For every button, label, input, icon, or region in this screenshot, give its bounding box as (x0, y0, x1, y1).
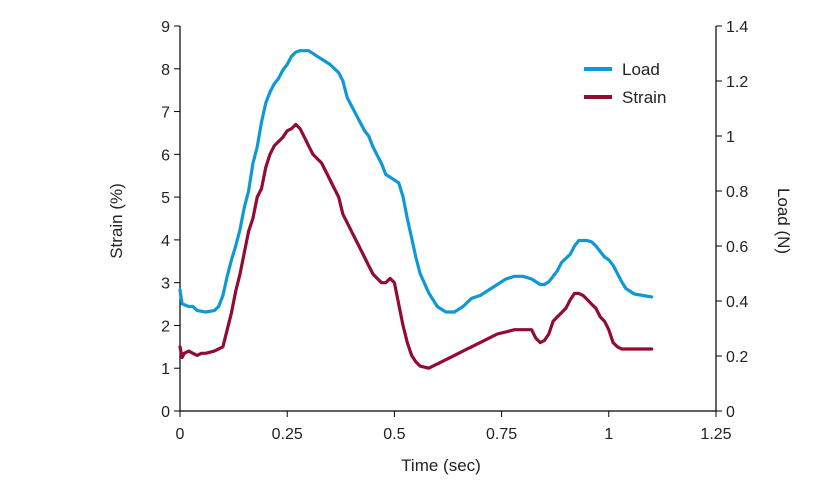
x-tick-label: 0.75 (486, 426, 517, 443)
x-tick-label: 1.25 (700, 426, 731, 443)
legend-label-strain: Strain (622, 88, 666, 107)
y-right-tick-label: 0.8 (726, 184, 748, 201)
left-y-axis-title: Strain (%) (107, 183, 126, 259)
y-left-tick-label: 1 (161, 361, 170, 378)
series-line-strain (178, 122, 654, 370)
y-right-tick-label: 1.4 (726, 19, 748, 36)
y-right-tick-label: 0.2 (726, 349, 748, 366)
x-tick-label: 0.25 (272, 426, 303, 443)
y-left-ticks: 0 1 2 3 4 5 6 7 8 9 (161, 19, 180, 421)
y-left-tick-label: 2 (161, 318, 170, 335)
y-right-tick-label: 0.6 (726, 239, 748, 256)
axes (179, 26, 717, 412)
y-left-tick-label: 0 (161, 404, 170, 421)
y-right-tick-label: 0.4 (726, 294, 748, 311)
y-left-tick-label: 3 (161, 276, 170, 293)
y-left-tick-label: 9 (161, 19, 170, 36)
x-tick-label: 0 (176, 426, 185, 443)
y-right-ticks: 0 0.2 0.4 0.6 0.8 1 1.2 1.4 (716, 19, 748, 421)
y-left-tick-label: 8 (161, 62, 170, 79)
legend-label-load: Load (622, 60, 660, 79)
y-right-tick-label: 0 (726, 404, 735, 421)
y-left-tick-label: 4 (161, 233, 170, 250)
legend: Load Strain (584, 60, 666, 107)
x-tick-label: 1 (604, 426, 613, 443)
series-line-load (178, 49, 654, 314)
x-ticks: 0 0.25 0.5 0.75 1 1.25 (176, 411, 732, 443)
y-left-tick-label: 6 (161, 147, 170, 164)
y-right-tick-label: 1.2 (726, 74, 748, 91)
series-group (178, 49, 654, 370)
x-tick-label: 0.5 (383, 426, 405, 443)
y-left-tick-label: 7 (161, 105, 170, 122)
right-y-axis-title: Load (N) (774, 188, 793, 254)
y-right-tick-label: 1 (726, 129, 735, 146)
x-axis-title: Time (sec) (401, 456, 481, 475)
y-left-tick-label: 5 (161, 190, 170, 207)
